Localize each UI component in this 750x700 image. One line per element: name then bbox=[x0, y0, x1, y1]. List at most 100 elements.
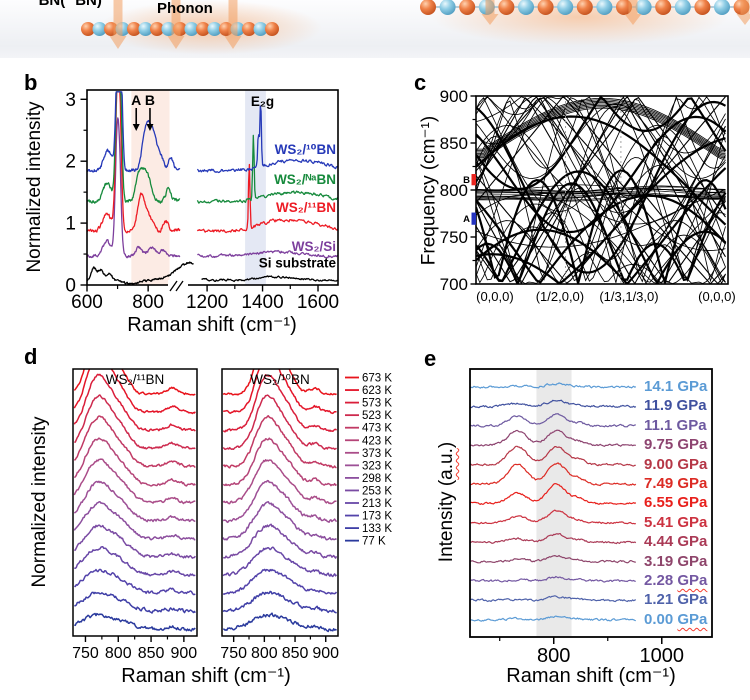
spectrum-curve bbox=[470, 575, 636, 583]
pressure-unit: GPa bbox=[676, 416, 707, 434]
x-tick-label: 900 bbox=[312, 645, 339, 662]
spectrum-curve bbox=[470, 445, 636, 467]
legend-label: 77 K bbox=[362, 536, 386, 548]
spectrum-curve bbox=[222, 437, 337, 487]
pressure-value: 7.49 bbox=[644, 475, 678, 492]
pressure-label: 3.19 GPa bbox=[644, 551, 707, 572]
boron-atom bbox=[81, 22, 95, 36]
spectrum-curve bbox=[87, 261, 194, 285]
panel-e-ylabel-post: ) bbox=[436, 441, 457, 449]
spectrum-curve bbox=[73, 415, 196, 469]
spectrum-curve bbox=[87, 91, 181, 173]
pressure-value: 0.00 bbox=[644, 610, 678, 628]
panel-d-xlabel: Raman shift (cm⁻¹) bbox=[121, 665, 291, 687]
pressure-label: 4.44 GPa bbox=[644, 531, 707, 552]
y-tick-label: 3 bbox=[65, 90, 76, 111]
phonon-branch bbox=[476, 100, 727, 274]
spectrum-curve bbox=[73, 437, 196, 487]
boron-atom bbox=[265, 22, 279, 36]
legend-label: 298 K bbox=[362, 473, 392, 485]
peak-annotation: E₂g bbox=[251, 94, 274, 109]
spectrum-curve bbox=[73, 480, 196, 523]
pressure-unit: GPa bbox=[677, 572, 708, 589]
boron-atom bbox=[420, 0, 436, 15]
annotation-arrowhead bbox=[132, 124, 140, 131]
pressure-label: 7.49 GPa bbox=[644, 473, 707, 494]
mode-marker-label: B bbox=[463, 175, 470, 186]
x-tick-label: 800 bbox=[105, 645, 132, 662]
panel-e-xlabel: Raman shift (cm⁻¹) bbox=[506, 665, 676, 687]
legend-label: 323 K bbox=[362, 460, 392, 472]
phonon-branch bbox=[476, 107, 726, 160]
pressure-value: 9.75 bbox=[644, 436, 678, 454]
phonon-branch bbox=[476, 102, 726, 154]
spectrum-curve bbox=[222, 415, 337, 469]
x-tick-label: 900 bbox=[171, 645, 198, 662]
mode-marker-bar bbox=[471, 212, 476, 225]
annotation-arrowhead bbox=[146, 124, 154, 131]
x-tick-label: 1600 bbox=[297, 292, 339, 313]
pressure-curves bbox=[470, 382, 637, 622]
spectrum-curve bbox=[470, 509, 636, 525]
phonon-arrow-shaft bbox=[740, 0, 750, 14]
pressure-value: 1.21 bbox=[644, 591, 678, 609]
pressure-unit: GPa bbox=[677, 475, 708, 492]
spectrum-curve bbox=[470, 382, 637, 389]
phonon-branch bbox=[476, 96, 726, 283]
boron-atom bbox=[537, 0, 554, 15]
pressure-unit: GPa bbox=[676, 397, 707, 415]
spectrum-curve bbox=[470, 595, 637, 603]
series-label: WS₂/¹¹BN bbox=[276, 200, 336, 215]
atom-chain-graphic bbox=[81, 0, 750, 49]
phonon-branch bbox=[476, 193, 726, 200]
phonon-arrow-head bbox=[624, 14, 642, 25]
spectrum-curve bbox=[470, 462, 637, 487]
pressure-unit: GPa bbox=[677, 591, 708, 609]
phonon-branch bbox=[476, 96, 726, 283]
phonon-branch bbox=[476, 96, 726, 284]
temperature-curves bbox=[73, 369, 196, 632]
phonon-arrow bbox=[224, 0, 242, 49]
pressure-unit: GPa bbox=[677, 378, 708, 395]
spectrum-curve bbox=[222, 479, 338, 524]
panel-d-title-10bn: WS₂/¹⁰BN bbox=[250, 372, 310, 387]
nitrogen-atom bbox=[674, 0, 691, 15]
mode-marker-label: A bbox=[463, 214, 470, 225]
boron-atom bbox=[655, 0, 672, 15]
pressure-unit: GPa bbox=[677, 552, 708, 570]
boron-atom bbox=[616, 0, 632, 15]
spectrum-curve bbox=[470, 399, 637, 409]
spectrum-curve bbox=[470, 483, 637, 505]
legend-label: 173 K bbox=[362, 511, 392, 523]
boron-atom bbox=[196, 22, 210, 36]
pressure-value: 2.28 bbox=[644, 572, 678, 589]
panel-e-frame bbox=[469, 368, 713, 638]
pressure-label: 0.00 GPa bbox=[644, 609, 707, 630]
panel-b-ylabel: Normalized intensity bbox=[24, 101, 45, 273]
spectrum-curve bbox=[201, 275, 338, 283]
x-tick-label: 1400 bbox=[241, 292, 283, 313]
panel-letter-e: e bbox=[424, 346, 437, 371]
panel-b-plot: Si substrate WS₂/Si WS₂/¹¹BN WS₂/ᴺᵃBN WS₂/¹⁰… bbox=[65, 89, 339, 313]
nitrogen-atom bbox=[92, 22, 107, 36]
nitrogen-atom bbox=[714, 0, 730, 15]
legend-label: 673 K bbox=[362, 373, 392, 385]
phonon-arrow-shaft bbox=[228, 0, 238, 36]
spectrum-curve bbox=[74, 568, 196, 596]
spectrum-curve bbox=[222, 590, 337, 614]
spectrum-curve bbox=[196, 105, 338, 174]
spectrum-curve bbox=[74, 524, 196, 559]
nitrogen-atom bbox=[596, 0, 613, 15]
pressure-value: 6.55 bbox=[644, 494, 678, 512]
phonon-branch bbox=[476, 192, 726, 199]
spectrum-curve bbox=[74, 591, 196, 614]
x-tick-label: 850 bbox=[282, 645, 309, 662]
phonon-branch bbox=[476, 106, 726, 159]
x-tick-label: 750 bbox=[72, 645, 99, 662]
axis-break-gap bbox=[168, 280, 188, 291]
panel-b-curves bbox=[87, 91, 338, 285]
boron-atom bbox=[127, 22, 141, 36]
pressure-unit: GPa bbox=[677, 610, 708, 628]
